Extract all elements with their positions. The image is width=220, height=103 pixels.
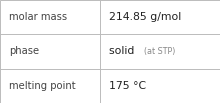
Text: 214.85 g/mol: 214.85 g/mol — [109, 12, 181, 22]
Text: (at STP): (at STP) — [144, 47, 176, 56]
Text: 175 °C: 175 °C — [109, 81, 146, 91]
Text: solid: solid — [109, 46, 141, 57]
Text: molar mass: molar mass — [9, 12, 67, 22]
Text: melting point: melting point — [9, 81, 75, 91]
Text: phase: phase — [9, 46, 39, 57]
